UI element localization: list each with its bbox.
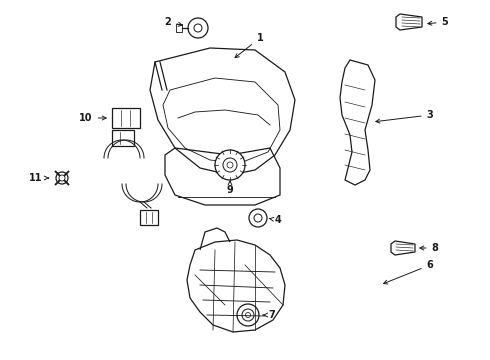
Circle shape <box>56 172 68 184</box>
Text: 2: 2 <box>165 17 182 27</box>
Text: 6: 6 <box>384 260 433 284</box>
Polygon shape <box>391 241 415 255</box>
Text: 9: 9 <box>227 181 233 195</box>
Circle shape <box>237 304 259 326</box>
Text: 3: 3 <box>376 110 433 123</box>
Polygon shape <box>112 130 134 146</box>
Text: 10: 10 <box>79 113 106 123</box>
Circle shape <box>215 150 245 180</box>
Text: 8: 8 <box>420 243 439 253</box>
Circle shape <box>188 18 208 38</box>
Polygon shape <box>112 108 140 128</box>
Text: 11: 11 <box>29 173 49 183</box>
Text: 1: 1 <box>235 33 264 58</box>
Circle shape <box>249 209 267 227</box>
Text: 7: 7 <box>263 310 275 320</box>
Polygon shape <box>140 210 158 225</box>
Polygon shape <box>176 24 182 32</box>
Text: 4: 4 <box>269 215 281 225</box>
Text: 5: 5 <box>428 17 448 27</box>
Polygon shape <box>396 14 422 30</box>
